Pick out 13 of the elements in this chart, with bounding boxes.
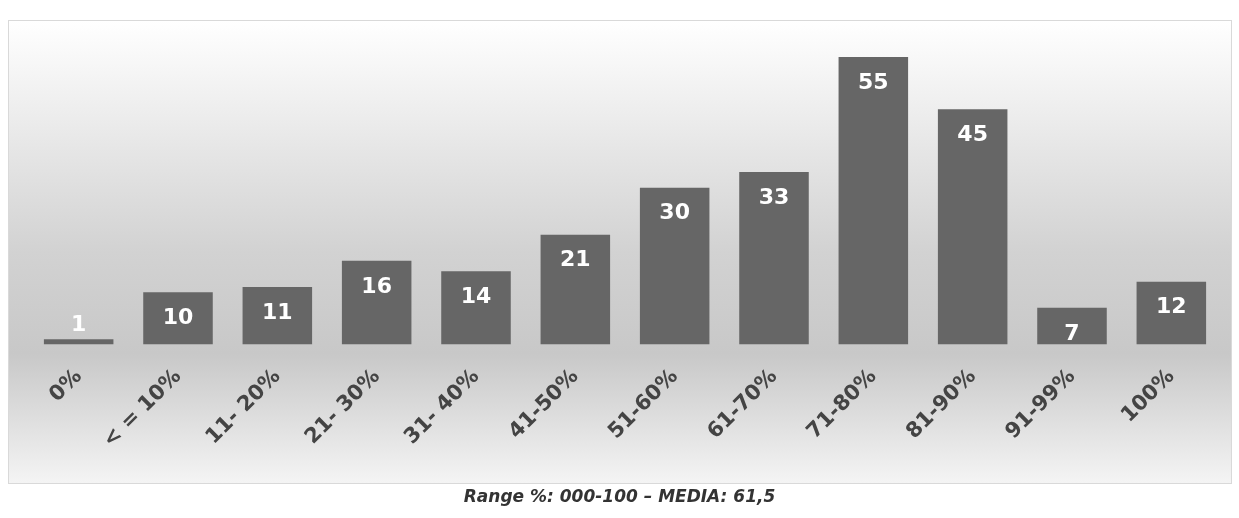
x-tick-label: 0% bbox=[43, 363, 87, 406]
data-label: 55 bbox=[858, 68, 889, 94]
data-label: 7 bbox=[1064, 319, 1080, 345]
data-label: 33 bbox=[758, 183, 790, 209]
data-label: 12 bbox=[1156, 293, 1187, 319]
text: Range %: 000-100 – MEDIA: 61,5 bbox=[462, 486, 777, 506]
data-label: 45 bbox=[957, 121, 988, 147]
data-label: 30 bbox=[659, 199, 690, 225]
data-label: 11 bbox=[262, 298, 293, 324]
data-label: 21 bbox=[560, 246, 591, 272]
data-label: 16 bbox=[361, 272, 392, 298]
data-label: 14 bbox=[460, 283, 492, 308]
data-label: 10 bbox=[162, 303, 194, 329]
